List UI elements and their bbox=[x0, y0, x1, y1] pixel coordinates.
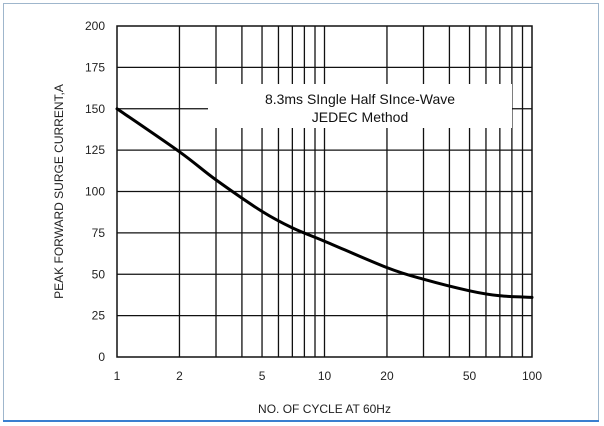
y-axis-title: PEAK FORWARD SURGE CURRENT,A bbox=[52, 84, 66, 299]
x-axis-title: NO. OF CYCLE AT 60Hz bbox=[258, 402, 391, 416]
annotation-background bbox=[208, 84, 512, 128]
y-tick-label: 200 bbox=[85, 19, 105, 33]
y-tick-label: 25 bbox=[92, 309, 106, 323]
y-tick-label: 50 bbox=[92, 267, 106, 281]
y-tick-label: 125 bbox=[85, 143, 105, 157]
x-tick-label: 10 bbox=[318, 369, 332, 383]
y-tick-label: 150 bbox=[85, 102, 105, 116]
x-tick-label: 2 bbox=[176, 369, 183, 383]
y-tick-label: 100 bbox=[85, 185, 105, 199]
x-tick-label: 50 bbox=[463, 369, 477, 383]
y-tick-label: 175 bbox=[85, 60, 105, 74]
plot-area-border bbox=[116, 25, 533, 358]
annotation-line-1: 8.3ms SIngle Half SInce-Wave bbox=[265, 91, 455, 107]
x-tick-label: 20 bbox=[380, 369, 394, 383]
frame-accent-line bbox=[3, 420, 599, 422]
x-tick-label: 5 bbox=[259, 369, 266, 383]
x-tick-labels: 1 2 5 10 20 50 100 bbox=[114, 369, 543, 383]
surge-current-curve bbox=[115, 107, 534, 299]
grid-layer bbox=[117, 26, 532, 357]
plot-border bbox=[116, 25, 533, 358]
y-tick-labels: 0 25 50 75 100 125 150 175 200 bbox=[85, 19, 105, 364]
x-tick-label: 100 bbox=[522, 369, 542, 383]
x-tick-label: 1 bbox=[114, 369, 121, 383]
annotation-line-2: JEDEC Method bbox=[312, 109, 408, 125]
y-tick-label: 75 bbox=[92, 226, 106, 240]
y-tick-label: 0 bbox=[98, 350, 105, 364]
